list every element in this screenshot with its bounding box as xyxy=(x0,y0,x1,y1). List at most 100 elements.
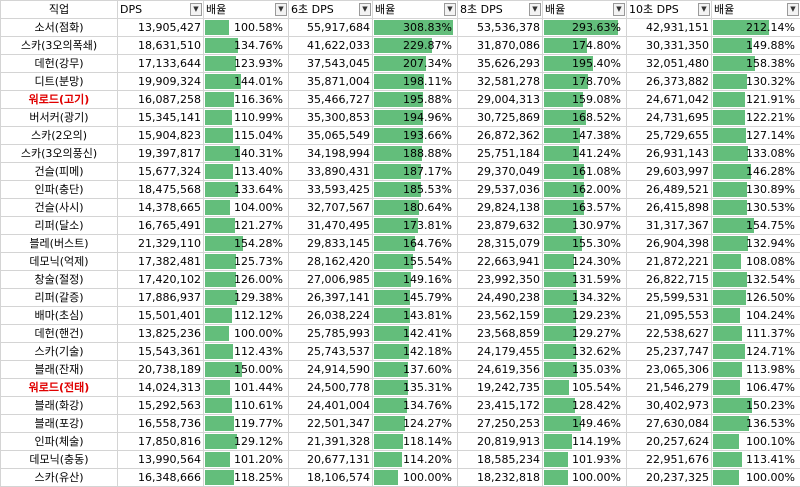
dps6-cell[interactable]: 25,785,993 xyxy=(289,325,373,343)
dps10-cell[interactable]: 21,872,221 xyxy=(627,253,712,271)
ratio8-cell[interactable]: 129.23% xyxy=(543,307,627,325)
ratio-cell[interactable]: 100.00% xyxy=(204,325,289,343)
dps8-cell[interactable]: 32,581,278 xyxy=(458,73,543,91)
dps-cell[interactable]: 14,024,313 xyxy=(118,379,204,397)
ratio8-cell[interactable]: 105.54% xyxy=(543,379,627,397)
ratio-cell[interactable]: 112.43% xyxy=(204,343,289,361)
ratio8-cell[interactable]: 128.42% xyxy=(543,397,627,415)
ratio-cell[interactable]: 125.73% xyxy=(204,253,289,271)
filter-dropdown-icon[interactable]: ▼ xyxy=(787,3,799,16)
dps10-cell[interactable]: 26,373,882 xyxy=(627,73,712,91)
ratio-cell[interactable]: 115.04% xyxy=(204,127,289,145)
dps-cell[interactable]: 21,329,110 xyxy=(118,235,204,253)
ratio6-cell[interactable]: 145.79% xyxy=(373,289,458,307)
filter-dropdown-icon[interactable]: ▼ xyxy=(275,3,287,16)
ratio6-cell[interactable]: 114.20% xyxy=(373,451,458,469)
ratio6-cell[interactable]: 185.53% xyxy=(373,181,458,199)
ratio8-cell[interactable]: 141.24% xyxy=(543,145,627,163)
dps10-cell[interactable]: 24,731,695 xyxy=(627,109,712,127)
ratio-cell[interactable]: 110.61% xyxy=(204,397,289,415)
ratio-cell[interactable]: 140.31% xyxy=(204,145,289,163)
ratio-cell[interactable]: 110.99% xyxy=(204,109,289,127)
ratio8-cell[interactable]: 163.57% xyxy=(543,199,627,217)
ratio6-cell[interactable]: 188.88% xyxy=(373,145,458,163)
dps8-cell[interactable]: 29,004,313 xyxy=(458,91,543,109)
job-name-cell[interactable]: 배마(초심) xyxy=(1,307,118,325)
dps8-cell[interactable]: 18,585,234 xyxy=(458,451,543,469)
ratio8-cell[interactable]: 178.70% xyxy=(543,73,627,91)
ratio8-cell[interactable]: 131.59% xyxy=(543,271,627,289)
dps10-cell[interactable]: 26,931,143 xyxy=(627,145,712,163)
filter-dropdown-icon[interactable]: ▼ xyxy=(444,3,456,16)
dps10-cell[interactable]: 27,630,084 xyxy=(627,415,712,433)
dps6-cell[interactable]: 28,162,420 xyxy=(289,253,373,271)
dps8-cell[interactable]: 23,415,172 xyxy=(458,397,543,415)
dps10-cell[interactable]: 25,237,747 xyxy=(627,343,712,361)
dps-cell[interactable]: 17,850,816 xyxy=(118,433,204,451)
job-name-cell[interactable]: 데모닉(억제) xyxy=(1,253,118,271)
job-name-cell[interactable]: 데헌(강무) xyxy=(1,55,118,73)
ratio10-cell[interactable]: 154.75% xyxy=(712,217,800,235)
header-dps8[interactable]: 8초 DPS▼ xyxy=(458,1,543,19)
header-dps10[interactable]: 10초 DPS▼ xyxy=(627,1,712,19)
dps6-cell[interactable]: 26,397,141 xyxy=(289,289,373,307)
job-name-cell[interactable]: 버서커(광기) xyxy=(1,109,118,127)
dps6-cell[interactable]: 37,543,045 xyxy=(289,55,373,73)
dps8-cell[interactable]: 22,663,941 xyxy=(458,253,543,271)
ratio8-cell[interactable]: 130.97% xyxy=(543,217,627,235)
dps-cell[interactable]: 15,904,823 xyxy=(118,127,204,145)
ratio10-cell[interactable]: 130.32% xyxy=(712,73,800,91)
ratio10-cell[interactable]: 121.91% xyxy=(712,91,800,109)
ratio10-cell[interactable]: 133.08% xyxy=(712,145,800,163)
dps6-cell[interactable]: 34,198,994 xyxy=(289,145,373,163)
ratio-cell[interactable]: 113.40% xyxy=(204,163,289,181)
header-dps[interactable]: DPS▼ xyxy=(118,1,204,19)
job-name-cell[interactable]: 건슬(사시) xyxy=(1,199,118,217)
filter-dropdown-icon[interactable]: ▼ xyxy=(359,3,371,16)
ratio-cell[interactable]: 101.44% xyxy=(204,379,289,397)
ratio8-cell[interactable]: 159.08% xyxy=(543,91,627,109)
ratio10-cell[interactable]: 122.21% xyxy=(712,109,800,127)
dps-cell[interactable]: 13,825,236 xyxy=(118,325,204,343)
dps8-cell[interactable]: 29,370,049 xyxy=(458,163,543,181)
dps6-cell[interactable]: 35,065,549 xyxy=(289,127,373,145)
job-name-cell[interactable]: 블레(버스트) xyxy=(1,235,118,253)
ratio8-cell[interactable]: 174.80% xyxy=(543,37,627,55)
ratio10-cell[interactable]: 132.54% xyxy=(712,271,800,289)
ratio-cell[interactable]: 129.12% xyxy=(204,433,289,451)
ratio-cell[interactable]: 123.93% xyxy=(204,55,289,73)
ratio8-cell[interactable]: 162.00% xyxy=(543,181,627,199)
ratio8-cell[interactable]: 114.19% xyxy=(543,433,627,451)
job-name-cell[interactable]: 창술(절정) xyxy=(1,271,118,289)
dps10-cell[interactable]: 26,415,898 xyxy=(627,199,712,217)
ratio10-cell[interactable]: 126.50% xyxy=(712,289,800,307)
dps-cell[interactable]: 15,345,141 xyxy=(118,109,204,127)
ratio10-cell[interactable]: 146.28% xyxy=(712,163,800,181)
dps8-cell[interactable]: 24,490,238 xyxy=(458,289,543,307)
ratio-cell[interactable]: 133.64% xyxy=(204,181,289,199)
ratio6-cell[interactable]: 187.17% xyxy=(373,163,458,181)
dps6-cell[interactable]: 31,470,495 xyxy=(289,217,373,235)
dps10-cell[interactable]: 30,402,973 xyxy=(627,397,712,415)
ratio6-cell[interactable]: 164.76% xyxy=(373,235,458,253)
dps-cell[interactable]: 16,087,258 xyxy=(118,91,204,109)
ratio6-cell[interactable]: 135.31% xyxy=(373,379,458,397)
job-name-cell[interactable]: 워로드(고기) xyxy=(1,91,118,109)
job-name-cell[interactable]: 스카(2오의) xyxy=(1,127,118,145)
dps6-cell[interactable]: 24,500,778 xyxy=(289,379,373,397)
header-dps6[interactable]: 6초 DPS▼ xyxy=(289,1,373,19)
job-name-cell[interactable]: 블래(잔재) xyxy=(1,361,118,379)
dps10-cell[interactable]: 26,904,398 xyxy=(627,235,712,253)
ratio6-cell[interactable]: 118.14% xyxy=(373,433,458,451)
dps6-cell[interactable]: 35,871,004 xyxy=(289,73,373,91)
ratio10-cell[interactable]: 100.00% xyxy=(712,469,800,487)
ratio-cell[interactable]: 134.76% xyxy=(204,37,289,55)
ratio10-cell[interactable]: 108.08% xyxy=(712,253,800,271)
dps8-cell[interactable]: 20,819,913 xyxy=(458,433,543,451)
dps10-cell[interactable]: 42,931,151 xyxy=(627,19,712,37)
filter-dropdown-icon[interactable]: ▼ xyxy=(190,3,202,16)
dps-cell[interactable]: 18,475,568 xyxy=(118,181,204,199)
ratio6-cell[interactable]: 193.66% xyxy=(373,127,458,145)
header-ratio8[interactable]: 배율▼ xyxy=(543,1,627,19)
dps6-cell[interactable]: 35,466,727 xyxy=(289,91,373,109)
